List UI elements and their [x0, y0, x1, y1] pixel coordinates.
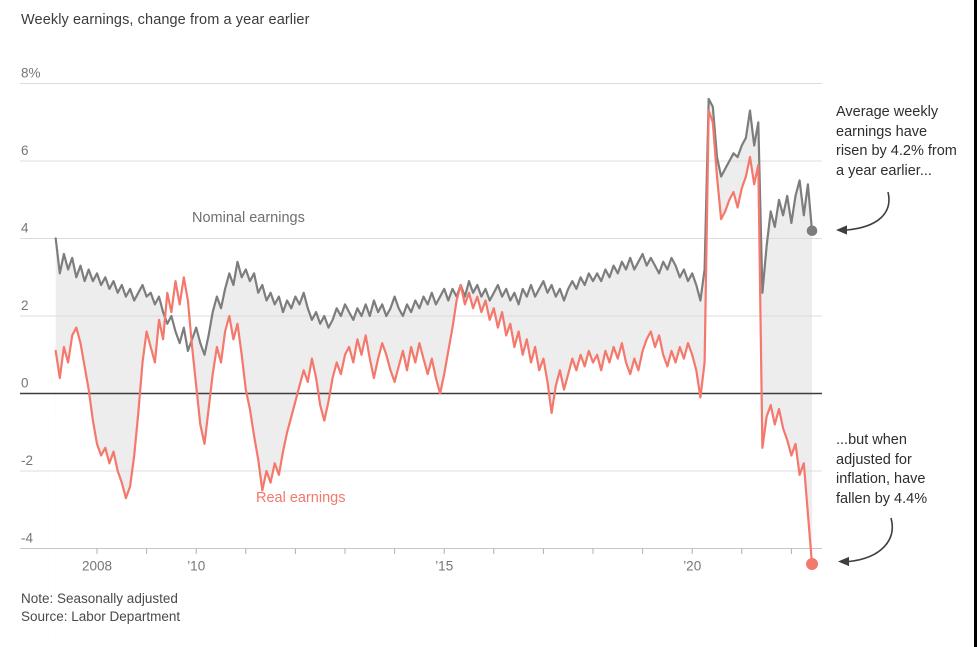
y-tick-label-2: 2 [21, 298, 29, 313]
annotation-nominal-risen: Average weekly earnings have risen by 4.… [836, 104, 957, 179]
nominal-earnings-series-label: Nominal earnings [192, 210, 305, 226]
y-tick-label-6: 6 [21, 143, 29, 158]
x-tick-label-2010: ’10 [187, 559, 205, 574]
nominal-earnings-line [54, 97, 814, 356]
arrow-to-nominal-dot [846, 191, 890, 231]
real-earnings-series-label: Real earnings [256, 490, 346, 506]
band-fill-mask [55, 110, 813, 647]
arrow-to-real-dot [848, 517, 893, 563]
screenshot-right-border [974, 0, 977, 647]
arrowhead-nominal-icon [836, 225, 847, 235]
chart-footer: Note: Seasonally adjusted Source: Labor … [21, 590, 180, 626]
x-tick-label-2015: ’15 [435, 559, 453, 574]
real-earnings-line [54, 109, 814, 566]
y-tick-label--4: -4 [21, 531, 33, 546]
arrowhead-real-icon [838, 556, 849, 567]
y-tick-label--2: -2 [21, 453, 33, 468]
y-tick-label-0: 0 [21, 376, 29, 391]
real-end-dot [806, 558, 819, 570]
nominal-end-dot [806, 225, 818, 237]
x-tick-label-2008: 2008 [82, 559, 112, 574]
chart-title: Weekly earnings, change from a year earl… [21, 12, 310, 28]
x-tick-label-2020: ’20 [683, 559, 701, 574]
note-text: Note: Seasonally adjusted [21, 591, 178, 606]
source-text: Source: Labor Department [21, 609, 181, 624]
annotation-real-fallen: ...but when adjusted for inflation, have… [836, 432, 928, 507]
y-tick-label-8: 8% [21, 66, 41, 81]
y-tick-label-4: 4 [21, 221, 29, 236]
